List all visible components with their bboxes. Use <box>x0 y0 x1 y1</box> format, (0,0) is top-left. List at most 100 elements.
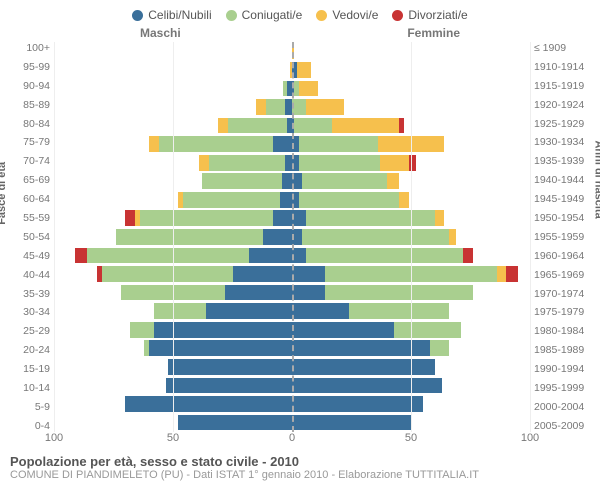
legend-swatch <box>392 10 403 21</box>
bar-segment <box>399 118 404 134</box>
year-tick: 1990-1994 <box>534 363 590 375</box>
legend-label: Coniugati/e <box>242 8 303 22</box>
year-tick: 1995-1999 <box>534 382 590 394</box>
bar-segment <box>273 136 292 152</box>
bar-segment <box>125 396 292 412</box>
x-tick: 50 <box>167 432 179 444</box>
year-tick: 1910-1914 <box>534 61 590 73</box>
bar-segment <box>183 192 281 208</box>
age-tick: 70-74 <box>10 155 50 167</box>
x-tick: 100 <box>45 432 63 444</box>
year-tick: 1915-1919 <box>534 80 590 92</box>
age-tick: 20-24 <box>10 344 50 356</box>
bar-segment <box>178 415 292 431</box>
age-tick: 5-9 <box>10 401 50 413</box>
age-tick: 80-84 <box>10 118 50 130</box>
y-axis-left-label: Fasce di età <box>0 162 8 225</box>
bar-segment <box>292 359 435 375</box>
year-tick: 1930-1934 <box>534 136 590 148</box>
year-tick: 1940-1944 <box>534 174 590 186</box>
age-tick: 35-39 <box>10 288 50 300</box>
year-tick: 1980-1984 <box>534 325 590 337</box>
bar-segment <box>292 248 306 264</box>
gender-labels: Maschi Femmine <box>10 26 590 42</box>
x-tick: 0 <box>289 432 295 444</box>
age-axis: 100+95-9990-9485-8980-8475-7970-7465-696… <box>10 42 54 432</box>
bar-segment <box>273 210 292 226</box>
year-tick: 2005-2009 <box>534 420 590 432</box>
year-tick: 1965-1969 <box>534 269 590 281</box>
year-tick: 1935-1939 <box>534 155 590 167</box>
bar-segment <box>399 192 409 208</box>
bar-segment <box>292 396 423 412</box>
bar-segment <box>297 62 311 78</box>
age-tick: 40-44 <box>10 269 50 281</box>
legend-swatch <box>316 10 327 21</box>
bar-segment <box>292 285 325 301</box>
bar-segment <box>199 155 209 171</box>
bar-segment <box>306 210 435 226</box>
bar-segment <box>263 229 292 245</box>
male-header: Maschi <box>140 26 181 40</box>
age-tick: 0-4 <box>10 420 50 432</box>
bar-segment <box>75 248 87 264</box>
legend: Celibi/Nubili Coniugati/e Vedovi/e Divorzia… <box>10 8 590 22</box>
bar-segment <box>218 118 228 134</box>
bar-segment <box>292 322 394 338</box>
bar-segment <box>285 155 292 171</box>
year-tick: 2000-2004 <box>534 401 590 413</box>
age-tick: 85-89 <box>10 99 50 111</box>
bar-segment <box>325 285 473 301</box>
chart-footer: Popolazione per età, sesso e stato civil… <box>10 454 590 481</box>
bar-segment <box>159 136 273 152</box>
bar-segment <box>332 118 399 134</box>
bar-segment <box>292 378 442 394</box>
bar-segment <box>409 155 416 171</box>
year-tick: 1960-1964 <box>534 250 590 262</box>
age-tick: 50-54 <box>10 231 50 243</box>
age-tick: 90-94 <box>10 80 50 92</box>
bar-segment <box>497 266 507 282</box>
chart-subtitle: COMUNE DI PIANDIMELETO (PU) - Dati ISTAT… <box>10 469 590 481</box>
bar-segment <box>280 192 292 208</box>
age-tick: 15-19 <box>10 363 50 375</box>
legend-item: Vedovi/e <box>316 8 378 22</box>
year-tick: 1945-1949 <box>534 193 590 205</box>
bar-segment <box>292 340 430 356</box>
legend-item: Celibi/Nubili <box>132 8 211 22</box>
year-tick: ≤ 1909 <box>534 42 590 54</box>
bar-segment <box>130 322 154 338</box>
age-tick: 100+ <box>10 42 50 54</box>
bar-segment <box>249 248 292 264</box>
bar-segment <box>149 340 292 356</box>
bar-segment <box>233 266 293 282</box>
legend-item: Divorziati/e <box>392 8 467 22</box>
age-tick: 55-59 <box>10 212 50 224</box>
bar-segment <box>285 99 292 115</box>
bar-segment <box>435 210 445 226</box>
bar-segment <box>349 303 449 319</box>
center-line <box>292 42 294 432</box>
bar-segment <box>302 173 388 189</box>
legend-label: Celibi/Nubili <box>148 8 211 22</box>
gridline <box>530 42 531 432</box>
gridline <box>54 42 55 432</box>
year-tick: 1955-1959 <box>534 231 590 243</box>
bar-segment <box>302 229 450 245</box>
x-tick: 100 <box>521 432 539 444</box>
bar-segment <box>449 229 456 245</box>
bar-segment <box>282 173 292 189</box>
year-tick: 1950-1954 <box>534 212 590 224</box>
legend-swatch <box>132 10 143 21</box>
gridline <box>411 42 412 432</box>
bar-segment <box>149 136 159 152</box>
year-axis: ≤ 19091910-19141915-19191920-19241925-19… <box>530 42 590 432</box>
year-tick: 1970-1974 <box>534 288 590 300</box>
age-tick: 45-49 <box>10 250 50 262</box>
bar-segment <box>299 81 318 97</box>
bar-segment <box>463 248 473 264</box>
bar-segment <box>299 192 399 208</box>
bar-segment <box>256 99 266 115</box>
legend-label: Vedovi/e <box>332 8 378 22</box>
bar-segment <box>430 340 449 356</box>
